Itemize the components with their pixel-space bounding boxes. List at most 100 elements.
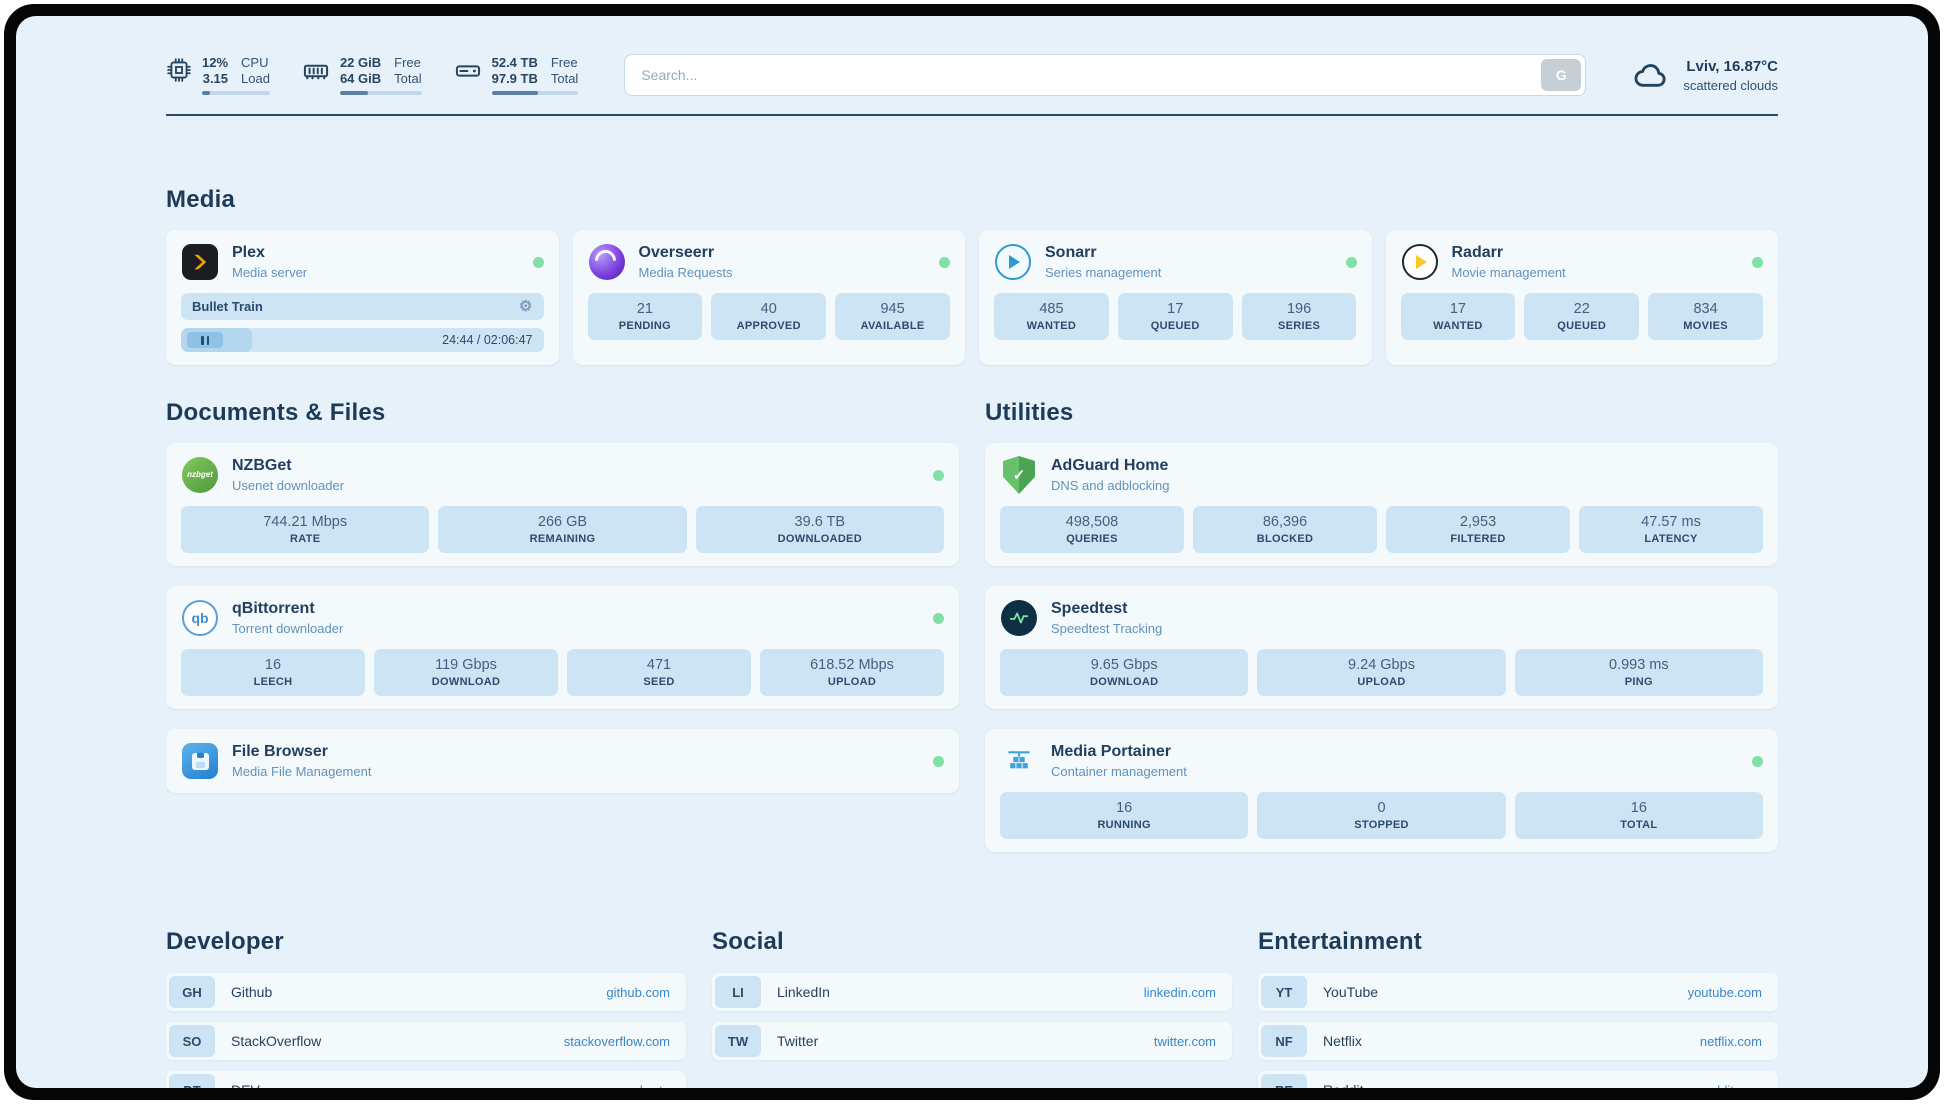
service-name: Radarr — [1451, 244, 1504, 261]
memory-free-label: Free — [394, 55, 421, 70]
stat-label: WANTED — [1026, 320, 1077, 332]
stat-value: 17 — [1449, 301, 1466, 317]
bookmark-stackoverflow[interactable]: SO StackOverflow stackoverflow.com — [166, 1022, 686, 1060]
search-provider-button[interactable]: G — [1541, 59, 1582, 91]
topbar: 12% CPU 3.15 Load — [166, 54, 1778, 96]
now-playing-row: Bullet Train — [181, 293, 544, 320]
stat-label: LATENCY — [1644, 533, 1698, 545]
weather-condition: scattered clouds — [1683, 77, 1778, 93]
stat-value: 39.6 TB — [794, 514, 846, 530]
service-name: Media Portainer — [1051, 743, 1172, 760]
service-description: Speedtest Tracking — [1051, 621, 1163, 636]
cloud-icon — [1632, 59, 1670, 91]
service-card-adguard[interactable]: AdGuard Home DNS and adblocking 498,508 … — [985, 443, 1778, 566]
bookmark-abbr: LI — [715, 976, 761, 1008]
service-description: Series management — [1045, 265, 1162, 280]
stat-value: 0.993 ms — [1608, 657, 1669, 673]
stat: 40 APPROVED — [711, 293, 827, 340]
ram-icon — [302, 57, 330, 85]
memory-usage-bar — [339, 91, 422, 95]
system-widgets: 12% CPU 3.15 Load — [166, 55, 579, 95]
qbittorrent-icon: qb — [181, 599, 219, 637]
stat: 17 QUEUED — [1117, 293, 1233, 340]
service-name: AdGuard Home — [1051, 457, 1169, 474]
service-card-sonarr[interactable]: Sonarr Series management 485 WANTED 17 Q… — [979, 230, 1372, 365]
stat-value: 744.21 Mbps — [263, 514, 348, 530]
bookmark-netflix[interactable]: NF Netflix netflix.com — [1258, 1022, 1778, 1060]
stat-label: STOPPED — [1354, 819, 1409, 831]
sonarr-icon — [994, 243, 1032, 281]
service-card-plex[interactable]: Plex Media server Bullet Train 24:44 / 0… — [166, 230, 559, 365]
service-description: Torrent downloader — [232, 621, 344, 636]
stat-value: 834 — [1693, 301, 1718, 317]
service-card-radarr[interactable]: Radarr Movie management 17 WANTED 22 QUE… — [1385, 230, 1778, 365]
bookmark-name: YouTube — [1323, 984, 1379, 1000]
stat-label: TOTAL — [1620, 819, 1658, 831]
stat-label: QUERIES — [1066, 533, 1118, 545]
disk-total-value: 97.9 TB — [491, 71, 538, 86]
stat-label: SERIES — [1277, 320, 1321, 332]
bookmark-url: github.com — [606, 984, 670, 1000]
cpu-chip-icon — [166, 57, 192, 83]
service-card-nzbget[interactable]: nzbget NZBGet Usenet downloader 744.21 M… — [166, 443, 959, 566]
stat-value: 16 — [1630, 800, 1647, 816]
bookmark-name: Netflix — [1323, 1033, 1362, 1049]
section-title-social: Social — [712, 928, 784, 955]
service-card-filebrowser[interactable]: File Browser Media File Management — [166, 729, 959, 793]
service-description: Movie management — [1451, 265, 1566, 280]
service-description: DNS and adblocking — [1051, 478, 1170, 493]
service-card-speedtest[interactable]: Speedtest Speedtest Tracking 9.65 Gbps D… — [985, 586, 1778, 709]
stat-value: 266 GB — [537, 514, 588, 530]
memory-widget: 22 GiB Free 64 GiB Total — [302, 55, 422, 95]
status-dot — [1752, 755, 1763, 767]
bookmark-name: LinkedIn — [777, 984, 830, 1000]
section-social: Social LI LinkedIn linkedin.com TW Twitt… — [712, 928, 1232, 1060]
weather-widget[interactable]: Lviv, 16.87°C scattered clouds — [1632, 58, 1778, 93]
stat: 9.65 Gbps DOWNLOAD — [1000, 649, 1249, 696]
stat-value: 498,508 — [1065, 514, 1119, 530]
pause-button[interactable] — [187, 332, 223, 348]
cpu-load-value: 3.15 — [202, 71, 229, 86]
stat-value: 9.65 Gbps — [1090, 657, 1158, 673]
service-card-overseerr[interactable]: Overseerr Media Requests 21 PENDING 40 A… — [572, 230, 965, 365]
service-name: NZBGet — [232, 457, 292, 474]
bookmark-url: dev.to — [636, 1083, 670, 1089]
stat-label: PENDING — [618, 320, 672, 332]
memory-total-label: Total — [394, 71, 422, 86]
bookmark-abbr: SO — [169, 1025, 215, 1057]
playback-progress-bar[interactable]: 24:44 / 02:06:47 — [181, 328, 544, 352]
gear-icon[interactable] — [519, 299, 532, 314]
service-name: Overseerr — [638, 244, 715, 261]
stat: 21 PENDING — [587, 293, 703, 340]
bookmark-github[interactable]: GH Github github.com — [166, 973, 686, 1011]
disk-icon — [454, 57, 482, 85]
disk-free-value: 52.4 TB — [491, 55, 538, 70]
service-description: Usenet downloader — [232, 478, 345, 493]
bookmark-reddit[interactable]: RE Reddit reddit.com — [1258, 1071, 1778, 1088]
speedtest-icon — [1000, 599, 1038, 637]
stat-label: WANTED — [1433, 320, 1483, 332]
overseerr-icon — [588, 243, 626, 281]
stat-value: 16 — [1116, 800, 1133, 816]
bookmark-abbr: DT — [169, 1074, 215, 1088]
stat-label: DOWNLOADED — [777, 533, 862, 545]
stat-value: 86,396 — [1262, 514, 1308, 530]
stat-label: SEED — [643, 676, 675, 688]
section-utilities: Utilities AdGuard Home DNS and adblockin… — [985, 399, 1778, 852]
memory-free-value: 22 GiB — [339, 55, 382, 70]
service-card-qbittorrent[interactable]: qb qBittorrent Torrent downloader 16 LEE… — [166, 586, 959, 709]
bookmark-url: stackoverflow.com — [563, 1033, 670, 1049]
bookmark-linkedin[interactable]: LI LinkedIn linkedin.com — [712, 973, 1232, 1011]
search-input[interactable] — [624, 54, 1587, 96]
bookmark-youtube[interactable]: YT YouTube youtube.com — [1258, 973, 1778, 1011]
service-card-portainer[interactable]: Media Portainer Container management 16 … — [985, 729, 1778, 852]
bookmark-twitter[interactable]: TW Twitter twitter.com — [712, 1022, 1232, 1060]
bookmark-dev[interactable]: DT DEV dev.to — [166, 1071, 686, 1088]
bookmark-url: netflix.com — [1699, 1033, 1762, 1049]
stat-value: 17 — [1167, 301, 1184, 317]
bookmark-name: StackOverflow — [231, 1033, 322, 1049]
bookmark-name: DEV — [231, 1082, 260, 1088]
stat-value: 471 — [646, 657, 672, 673]
window-frame: 12% CPU 3.15 Load — [4, 4, 1940, 1100]
stat: 86,396 BLOCKED — [1193, 506, 1377, 553]
